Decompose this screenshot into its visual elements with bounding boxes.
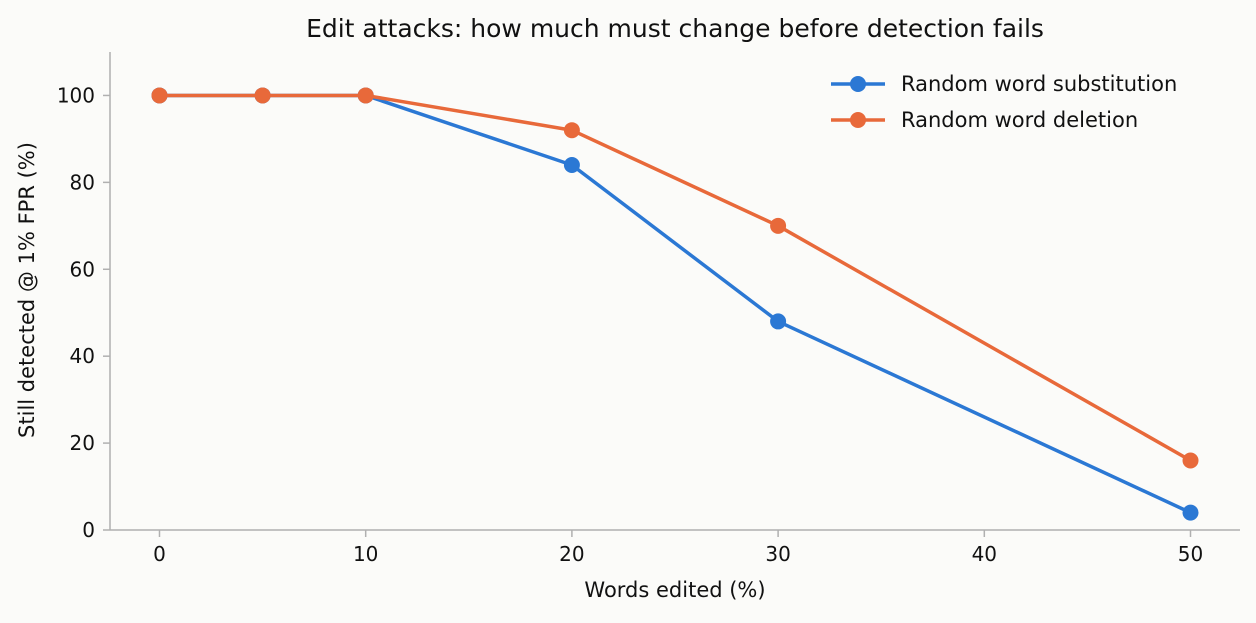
y-tick-label: 20 bbox=[70, 431, 95, 455]
data-point-1-4 bbox=[770, 217, 787, 234]
x-tick-label: 20 bbox=[559, 542, 584, 566]
x-tick-label: 0 bbox=[153, 542, 166, 566]
data-point-1-0 bbox=[151, 87, 168, 104]
y-tick-label: 0 bbox=[82, 518, 95, 542]
data-point-1-1 bbox=[254, 87, 271, 104]
series-layer bbox=[151, 87, 1199, 521]
y-tick-label: 60 bbox=[70, 257, 95, 281]
x-tick-label: 40 bbox=[972, 542, 997, 566]
legend-label-0: Random word substitution bbox=[901, 72, 1177, 96]
x-tick-label: 10 bbox=[353, 542, 378, 566]
y-tick-label: 100 bbox=[57, 83, 95, 107]
axis-ticks: 0 10 20 30 40 50 0 20 40 60 80 100 bbox=[57, 83, 1203, 566]
data-point-1-5 bbox=[1182, 452, 1199, 469]
x-tick-label: 30 bbox=[765, 542, 790, 566]
data-point-0-3 bbox=[563, 156, 580, 173]
x-axis-label: Words edited (%) bbox=[584, 578, 765, 602]
data-point-0-4 bbox=[770, 313, 787, 330]
legend: Random word substitution Random word dele… bbox=[831, 72, 1177, 132]
series-line-1 bbox=[157, 93, 1193, 463]
y-tick-label: 40 bbox=[70, 344, 95, 368]
legend-label-1: Random word deletion bbox=[901, 108, 1138, 132]
chart-title: Edit attacks: how much must change befor… bbox=[306, 14, 1044, 43]
data-point-1-2 bbox=[357, 87, 374, 104]
data-point-1-3 bbox=[563, 122, 580, 139]
data-point-0-5 bbox=[1182, 504, 1199, 521]
legend-swatch-marker-1 bbox=[850, 112, 866, 128]
x-tick-label: 50 bbox=[1178, 542, 1203, 566]
legend-swatch-marker-0 bbox=[850, 76, 866, 92]
series-line-0 bbox=[157, 93, 1193, 515]
y-axis-label: Still detected @ 1% FPR (%) bbox=[15, 142, 39, 438]
y-tick-label: 80 bbox=[70, 170, 95, 194]
